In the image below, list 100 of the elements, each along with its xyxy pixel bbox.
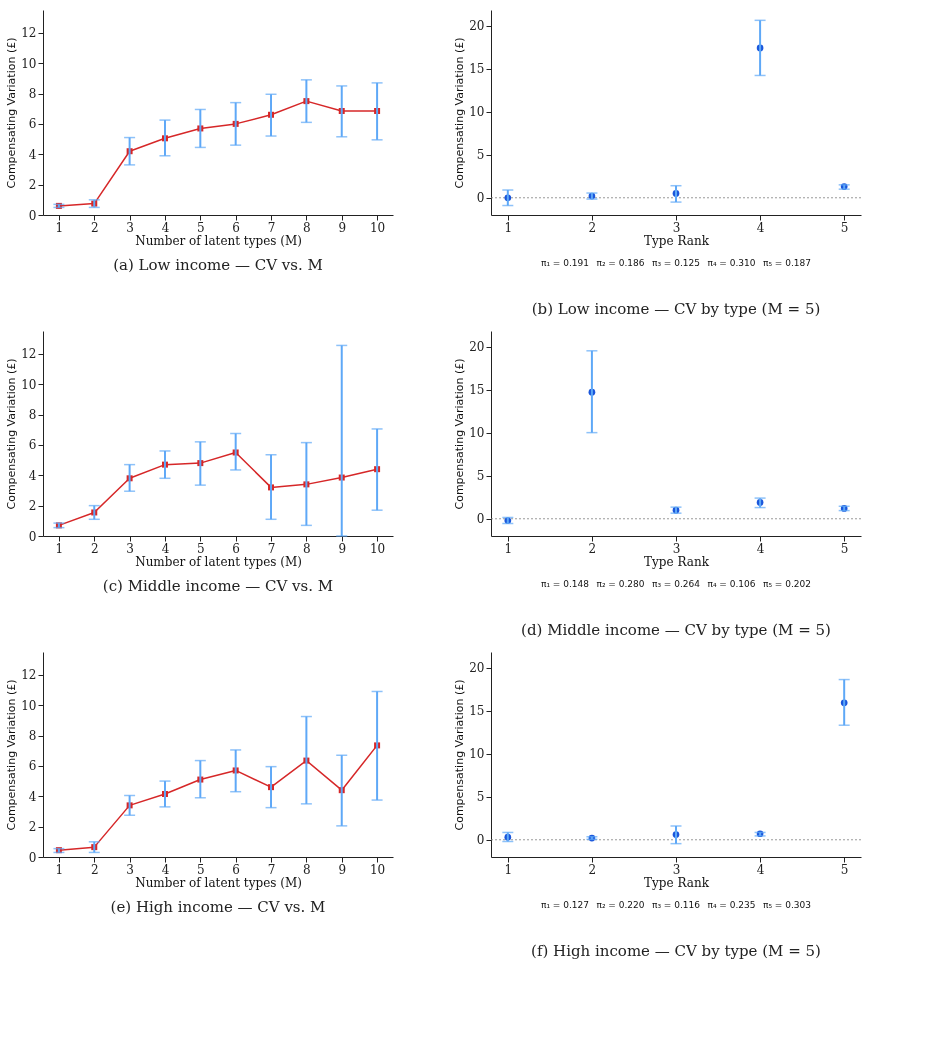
x-tick-label: 8: [303, 220, 311, 235]
text: π₂ = 0.220: [596, 900, 645, 910]
y-tick-label: 20: [469, 19, 485, 33]
x-tick-label: 8: [303, 541, 311, 556]
x-tick-label: 10: [369, 220, 386, 235]
x-tick-label: 4: [161, 220, 170, 235]
y-tick-label: 10: [21, 377, 37, 392]
x-axis-title: Type Rank: [644, 233, 710, 248]
y-tick-label: 0: [28, 529, 37, 544]
text: (e) High income — CV vs. M: [110, 898, 326, 916]
x-tick-label: 5: [197, 220, 205, 235]
x-tick-label: 3: [126, 220, 134, 235]
y-tick-label: 5: [476, 148, 485, 163]
y-tick-label: 10: [21, 698, 37, 713]
y-tick-label: 15: [469, 62, 485, 77]
x-tick-label: 2: [588, 862, 597, 877]
x-tick-label: 3: [126, 862, 134, 877]
text: π₁ = 0.191: [540, 258, 590, 268]
text: π₄ = 0.106: [707, 579, 756, 589]
x-tick-label: 3: [672, 220, 681, 235]
x-tick-label: 4: [161, 862, 170, 877]
y-tick-label: 10: [469, 105, 485, 120]
x-tick-label: 5: [840, 541, 849, 556]
y-tick-label: 10: [469, 426, 485, 441]
x-tick-label: 6: [232, 862, 240, 877]
y-tick-label: 0: [476, 512, 485, 527]
text: π₄ = 0.310: [707, 258, 756, 268]
x-tick-label: 1: [504, 862, 513, 877]
text: π₃ = 0.116: [651, 900, 701, 910]
y-axis-title: Compensating Variation (£): [5, 358, 19, 510]
text: π₅ = 0.202: [762, 579, 812, 589]
x-tick-label: 1: [504, 541, 513, 556]
y-axis-title: Compensating Variation (£): [5, 679, 19, 831]
y-tick-label: 8: [28, 87, 37, 102]
y-tick-label: 12: [21, 668, 37, 683]
y-tick-label: 2: [28, 499, 37, 514]
x-tick-label: 1: [55, 541, 64, 556]
text: π₅ = 0.303: [762, 900, 812, 910]
x-tick-label: 9: [338, 220, 347, 235]
x-tick-label: 7: [267, 541, 276, 556]
x-tick-label: 4: [161, 541, 170, 556]
text: π₂ = 0.186: [596, 258, 645, 268]
x-tick-label: 5: [197, 862, 205, 877]
x-tick-label: 2: [90, 541, 99, 556]
x-tick-label: 2: [588, 541, 597, 556]
y-tick-label: 6: [28, 438, 37, 453]
x-tick-label: 5: [840, 862, 849, 877]
x-axis-title: Number of latent types (M): [135, 233, 302, 248]
x-tick-label: 3: [672, 541, 681, 556]
y-tick-label: 8: [28, 729, 37, 744]
y-tick-label: 20: [469, 661, 485, 675]
y-tick-label: 15: [469, 383, 485, 398]
y-tick-label: 6: [28, 759, 37, 774]
y-tick-label: 5: [476, 790, 485, 805]
text: (c) Middle income — CV vs. M: [102, 577, 334, 595]
x-tick-label: 2: [90, 220, 99, 235]
x-tick-label: 5: [197, 541, 205, 556]
x-axis-title: Number of latent types (M): [135, 554, 302, 569]
y-tick-label: 4: [28, 468, 37, 483]
x-tick-label: 1: [55, 862, 64, 877]
y-tick-label: 10: [21, 56, 37, 71]
x-tick-label: 7: [267, 862, 276, 877]
x-tick-label: 10: [369, 541, 386, 556]
y-axis-title: Compensating Variation (£): [453, 679, 467, 831]
text: π₁ = 0.127: [540, 900, 590, 910]
x-tick-label: 7: [267, 220, 276, 235]
text: (a) Low income — CV vs. M: [113, 256, 323, 274]
x-tick-label: 9: [338, 541, 347, 556]
y-tick-label: 12: [21, 347, 37, 362]
text: (b) Low income — CV by type (M = 5): [531, 300, 821, 318]
x-tick-label: 1: [504, 220, 513, 235]
x-tick-label: 3: [126, 541, 134, 556]
x-tick-label: 6: [232, 541, 240, 556]
text: π₃ = 0.125: [651, 258, 701, 268]
y-tick-label: 20: [469, 340, 485, 354]
text: (f) High income — CV by type (M = 5): [531, 942, 821, 960]
x-tick-label: 10: [369, 862, 386, 877]
x-tick-label: 4: [756, 541, 765, 556]
x-tick-label: 5: [840, 220, 849, 235]
x-tick-label: 9: [338, 862, 347, 877]
y-tick-label: 8: [28, 408, 37, 423]
text: π₅ = 0.187: [762, 258, 812, 268]
x-tick-label: 2: [588, 220, 597, 235]
x-tick-label: 4: [756, 220, 765, 235]
y-axis-title: Compensating Variation (£): [453, 358, 467, 510]
y-axis-title: Compensating Variation (£): [453, 37, 467, 189]
y-tick-label: 2: [28, 820, 37, 835]
x-tick-label: 6: [232, 220, 240, 235]
text: π₁ = 0.148: [540, 579, 590, 589]
y-tick-label: 12: [21, 26, 37, 41]
y-tick-label: 15: [469, 704, 485, 719]
x-tick-label: 1: [55, 220, 64, 235]
x-axis-title: Type Rank: [644, 875, 710, 890]
y-tick-label: 5: [476, 469, 485, 484]
text: (d) Middle income — CV by type (M = 5): [521, 621, 831, 639]
y-tick-label: 10: [469, 747, 485, 762]
y-tick-label: 0: [476, 833, 485, 848]
y-tick-label: 4: [28, 789, 37, 804]
x-axis-title: Number of latent types (M): [135, 875, 302, 890]
y-tick-label: 2: [28, 178, 37, 193]
